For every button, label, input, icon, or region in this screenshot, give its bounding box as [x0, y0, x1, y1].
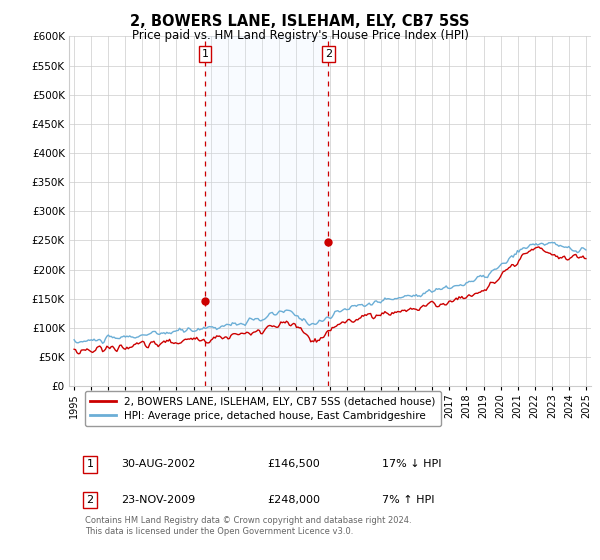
Text: 2, BOWERS LANE, ISLEHAM, ELY, CB7 5SS: 2, BOWERS LANE, ISLEHAM, ELY, CB7 5SS: [130, 14, 470, 29]
Text: Price paid vs. HM Land Registry's House Price Index (HPI): Price paid vs. HM Land Registry's House …: [131, 29, 469, 42]
Text: 17% ↓ HPI: 17% ↓ HPI: [382, 459, 442, 469]
Text: Contains HM Land Registry data © Crown copyright and database right 2024.
This d: Contains HM Land Registry data © Crown c…: [85, 516, 411, 536]
Text: 2: 2: [86, 495, 94, 505]
Text: 23-NOV-2009: 23-NOV-2009: [121, 495, 196, 505]
Text: £248,000: £248,000: [268, 495, 320, 505]
Text: 1: 1: [86, 459, 94, 469]
Text: £146,500: £146,500: [268, 459, 320, 469]
Text: 1: 1: [202, 49, 208, 59]
Bar: [205, 36, 328, 386]
Text: 2: 2: [325, 49, 332, 59]
Legend: 2, BOWERS LANE, ISLEHAM, ELY, CB7 5SS (detached house), HPI: Average price, deta: 2, BOWERS LANE, ISLEHAM, ELY, CB7 5SS (d…: [85, 391, 441, 426]
Text: 7% ↑ HPI: 7% ↑ HPI: [382, 495, 434, 505]
Text: 30-AUG-2002: 30-AUG-2002: [121, 459, 196, 469]
